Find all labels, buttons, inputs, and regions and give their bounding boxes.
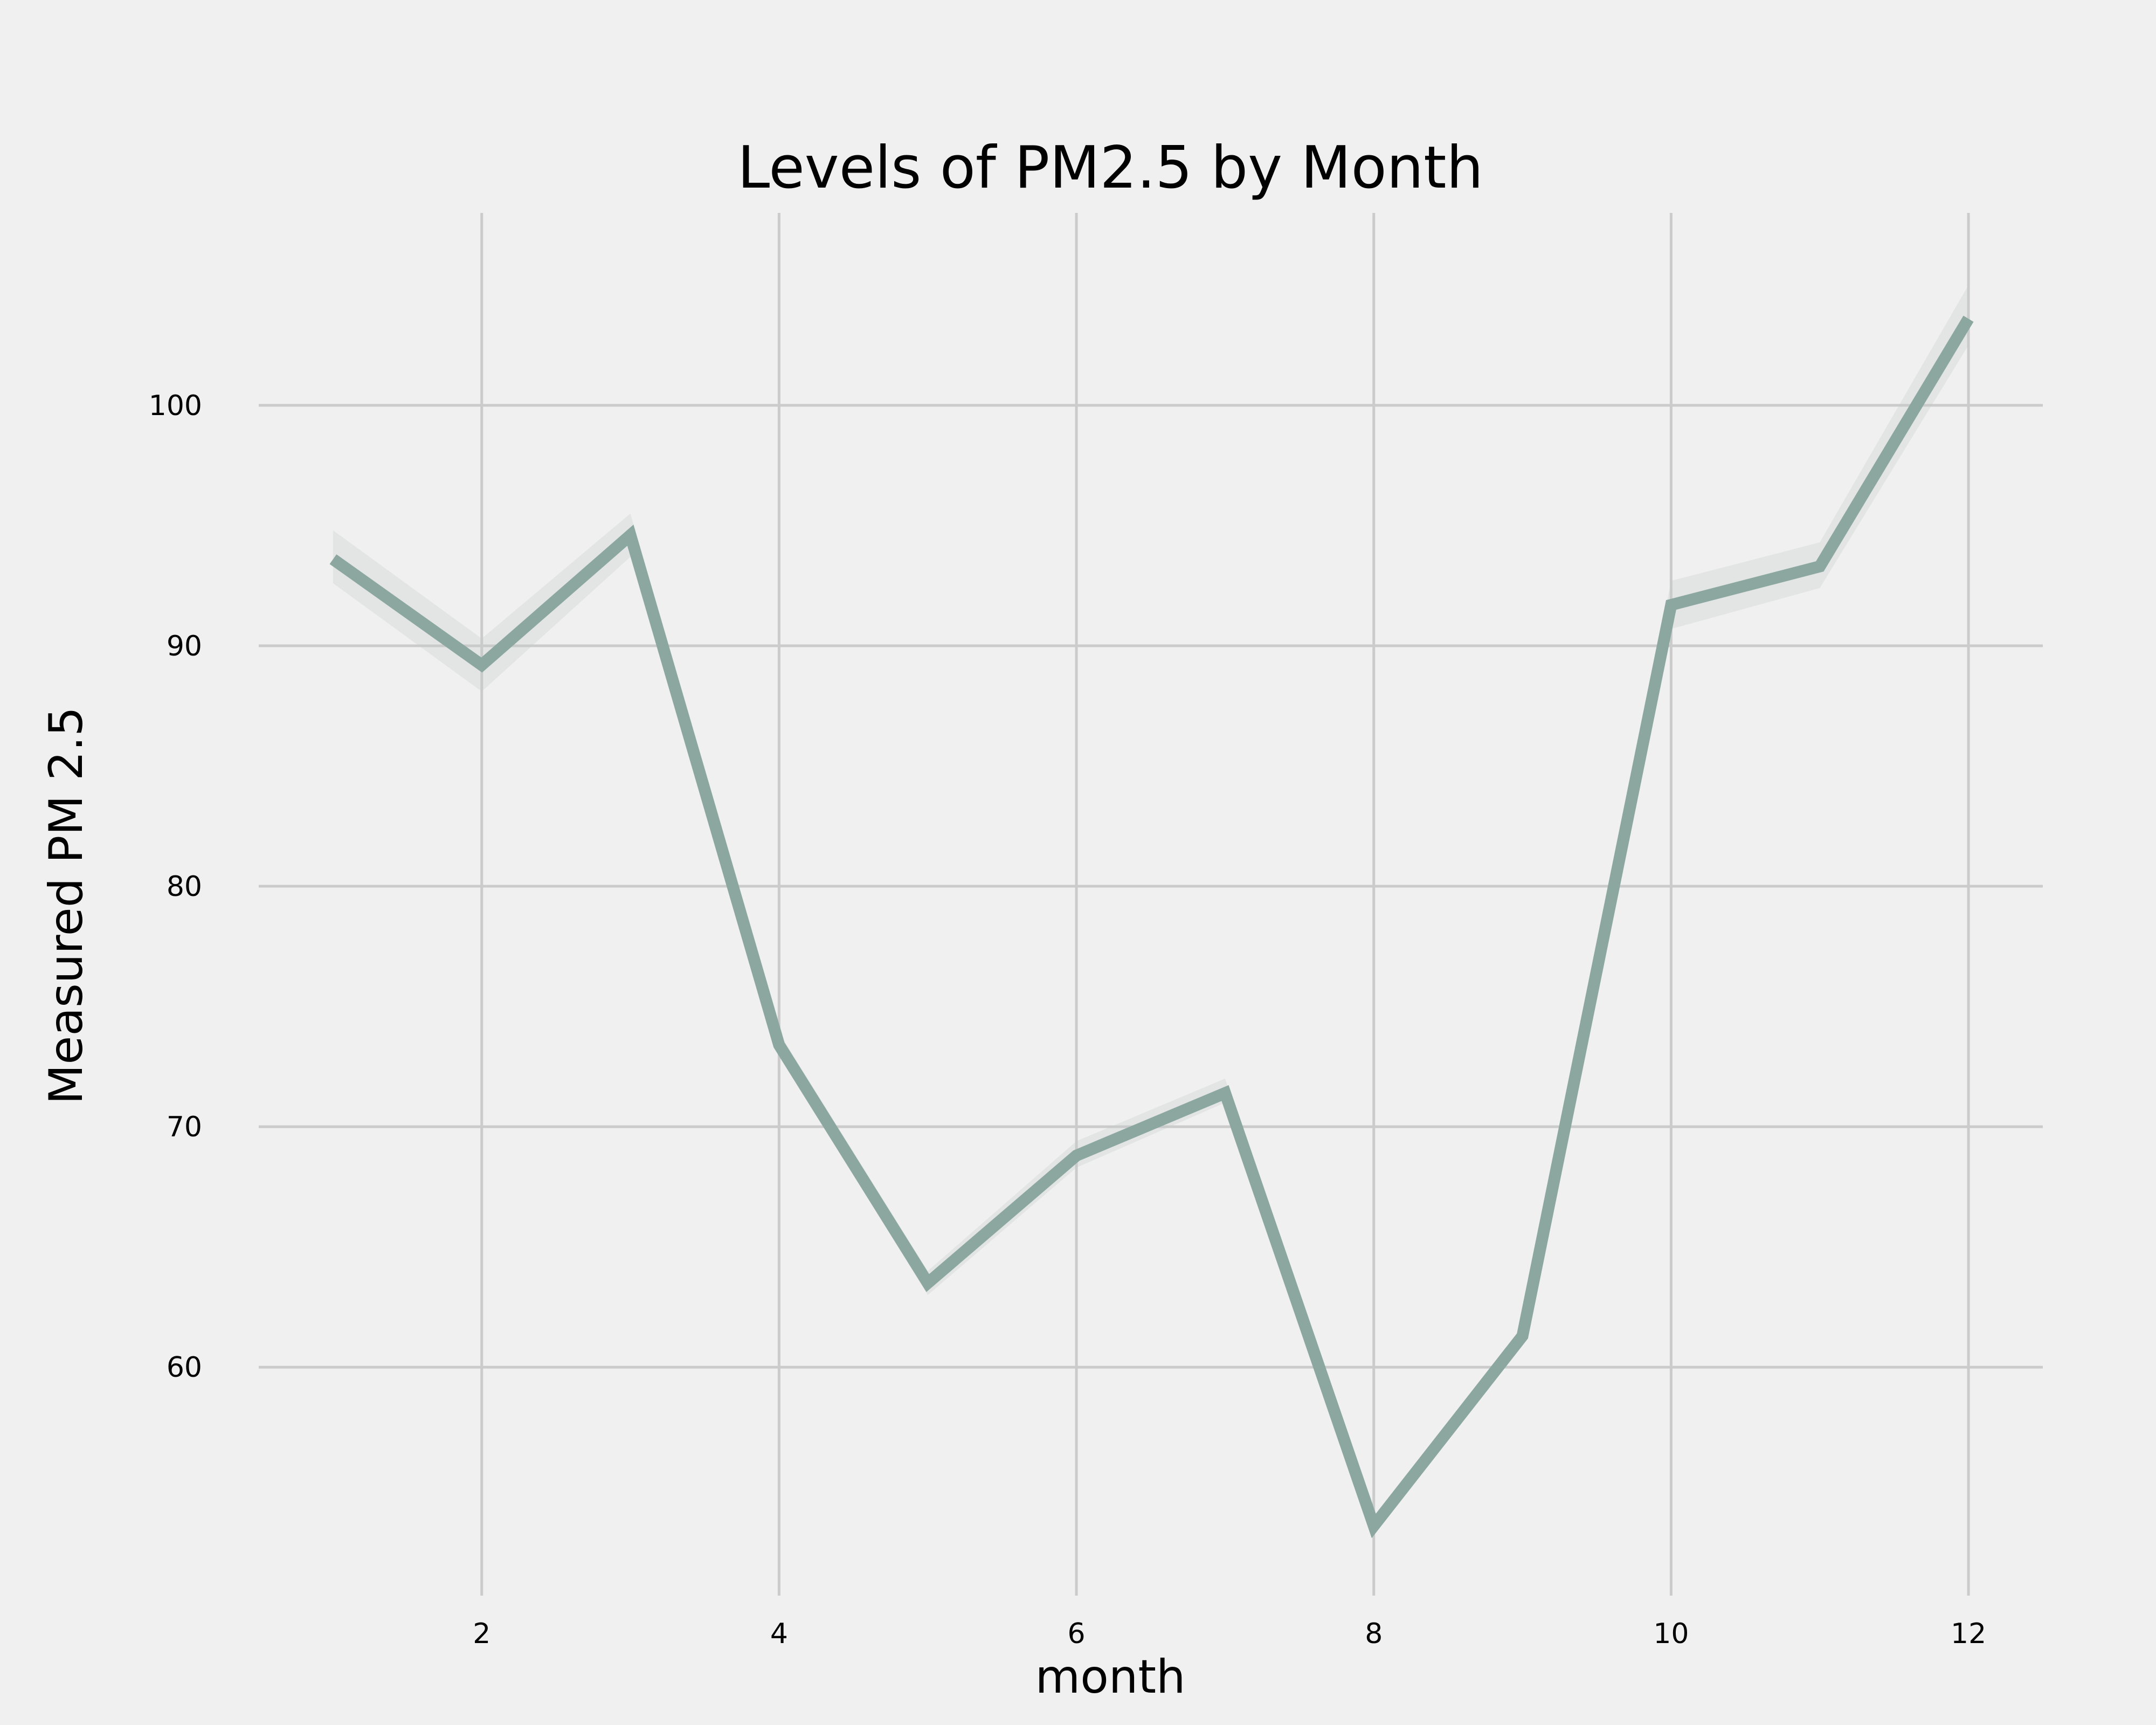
y-tick-label: 70	[167, 1111, 202, 1143]
x-gridlines	[480, 213, 1970, 1596]
x-tick-label: 8	[1365, 1618, 1383, 1650]
x-tick-label: 10	[1653, 1618, 1689, 1650]
x-tick-label: 6	[1068, 1618, 1086, 1650]
x-tick-label: 2	[473, 1618, 490, 1650]
chart-title: Levels of PM2.5 by Month	[737, 134, 1483, 202]
series-lines	[329, 315, 1974, 1538]
x-tick-label: 12	[1951, 1618, 1986, 1650]
confidence-band	[333, 285, 1969, 1531]
y-axis-label: Measured PM 2.5	[39, 707, 93, 1105]
y-tick-label: 100	[149, 390, 202, 422]
y-tick-label: 80	[167, 871, 202, 903]
x-tick-label: 4	[770, 1618, 788, 1650]
confidence-bands	[333, 285, 1969, 1531]
y-gridlines	[259, 404, 2043, 1369]
x-tick-labels: 2 4 6 8 10 12	[473, 1618, 1986, 1650]
x-axis-label: month	[1035, 1650, 1185, 1704]
y-tick-label: 90	[167, 630, 202, 663]
y-tick-label: 60	[167, 1351, 202, 1384]
series-line	[329, 315, 1974, 1538]
y-tick-labels: 60 70 80 90 100	[149, 390, 202, 1384]
